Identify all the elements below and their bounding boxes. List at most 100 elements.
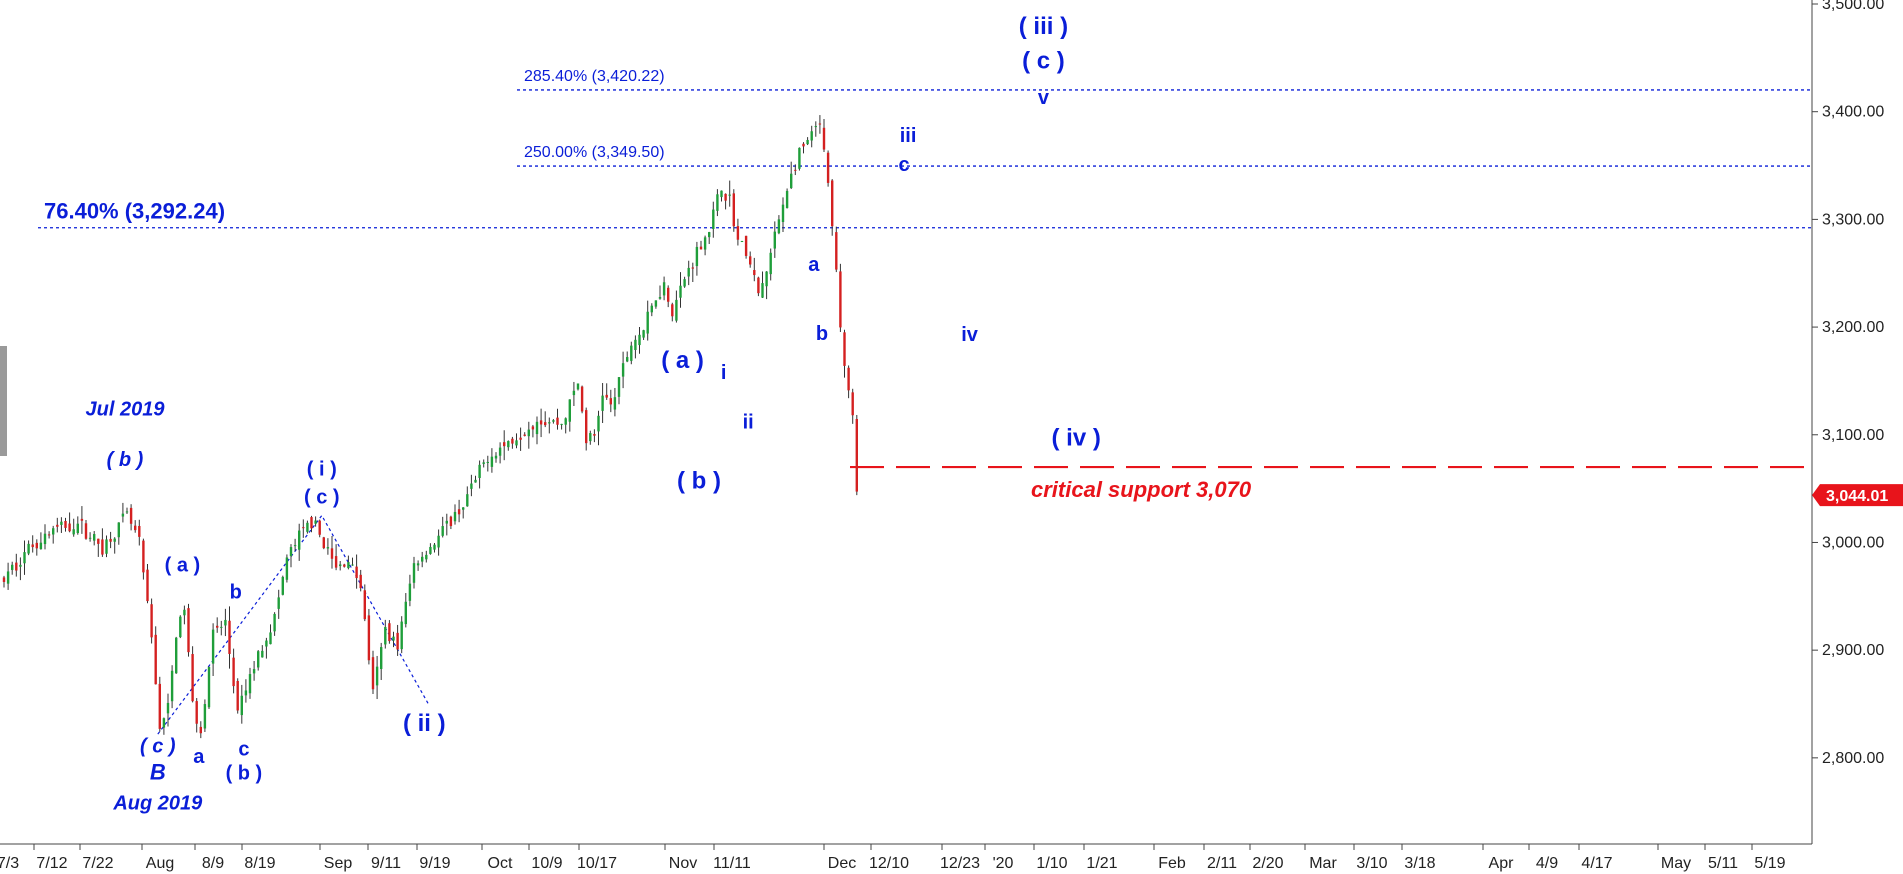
candle-body — [777, 219, 781, 234]
candle-body — [790, 173, 793, 189]
wave-label: ( a ) — [165, 555, 201, 577]
candle-body — [773, 231, 776, 249]
x-tick-label: Mar — [1309, 855, 1337, 872]
candle-body — [248, 674, 252, 694]
candle-body — [576, 383, 580, 390]
candle-body — [757, 277, 760, 294]
wave-label: ( b ) — [677, 468, 721, 495]
candle-body — [408, 583, 412, 601]
candle-body — [572, 390, 576, 396]
candle-body — [429, 546, 432, 554]
candle-body — [31, 544, 34, 548]
x-tick-label: 11/11 — [713, 855, 751, 872]
candle-body — [548, 422, 551, 424]
candle-body — [187, 608, 190, 653]
candle-body — [650, 305, 653, 313]
wave-label: ( c ) — [1022, 48, 1065, 75]
x-tick-label: 7/12 — [36, 855, 67, 872]
candle-body — [568, 399, 571, 422]
candle-body — [498, 447, 502, 456]
candle-body — [138, 526, 141, 537]
candle-body — [224, 619, 227, 626]
candle-body — [310, 517, 313, 529]
candle-body — [216, 625, 219, 628]
candle-body — [855, 419, 858, 492]
wave-label: ( ii ) — [403, 710, 446, 737]
candle-body — [679, 285, 682, 298]
candle-body — [708, 232, 711, 238]
candle-body — [716, 194, 719, 211]
candle-body — [68, 523, 71, 532]
candle-body — [564, 418, 567, 425]
candle-body — [687, 267, 690, 277]
candle-body — [511, 438, 514, 444]
candle-body — [753, 270, 756, 276]
candle-body — [105, 539, 108, 554]
x-tick-label: 8/9 — [202, 855, 224, 872]
wave-label: ( b ) — [226, 762, 263, 784]
candle-body — [494, 455, 498, 459]
x-tick-label: 4/17 — [1581, 855, 1612, 872]
last-price-badge — [1812, 484, 1903, 507]
candle-body — [449, 516, 453, 527]
y-tick-label: 3,000.00 — [1822, 534, 1884, 551]
candle-body — [437, 535, 440, 548]
candle-body — [334, 556, 338, 568]
wave-label: ii — [743, 411, 754, 433]
candle-body — [539, 420, 543, 425]
candle-body — [314, 520, 317, 524]
wave-label: ( c ) — [140, 735, 176, 757]
candle-body — [273, 613, 276, 632]
candle-body — [720, 190, 723, 198]
wave-label: c — [238, 739, 249, 761]
candle-body — [831, 180, 834, 227]
candle-body — [220, 626, 223, 628]
candle-body — [724, 193, 727, 201]
candle-body — [142, 540, 145, 573]
candle-body — [257, 651, 260, 668]
candle-body — [207, 667, 211, 708]
candle-body — [11, 564, 14, 570]
candle-body — [236, 680, 239, 711]
candle-body — [93, 534, 96, 541]
candle-body — [289, 547, 293, 557]
y-tick-label: 3,300.00 — [1822, 211, 1884, 228]
critical-support-label: critical support 3,070 — [1031, 477, 1252, 502]
candle-body — [359, 574, 362, 589]
wave-label: v — [1038, 87, 1050, 109]
candle-body — [281, 576, 284, 595]
candle-body — [302, 527, 305, 529]
candle-body — [646, 311, 649, 334]
candle-body — [822, 127, 826, 150]
candle-body — [285, 557, 289, 580]
candle-body — [474, 479, 477, 483]
candle-body — [605, 394, 608, 398]
candle-body — [642, 330, 645, 338]
candle-body — [478, 464, 481, 478]
candle-body — [839, 271, 842, 328]
candle-body — [667, 287, 670, 302]
x-tick-label: 5/19 — [1754, 855, 1785, 872]
candle-body — [794, 169, 797, 171]
x-tick-label: 12/10 — [869, 855, 909, 872]
candle-body — [621, 363, 625, 377]
candle-body — [293, 545, 297, 547]
candle-body — [269, 632, 272, 645]
candle-body — [556, 417, 559, 425]
candle-body — [56, 524, 59, 527]
fib-level-label: 250.00% (3,349.50) — [524, 144, 665, 161]
candle-body — [421, 556, 424, 562]
candle-body — [396, 632, 399, 650]
candle-body — [765, 271, 768, 287]
candle-body — [527, 429, 530, 437]
candle-body — [523, 434, 526, 436]
candle-body — [515, 440, 518, 446]
candle-body — [35, 542, 38, 549]
candle-body — [330, 548, 334, 559]
x-tick-label: Sep — [324, 855, 353, 872]
candle-body — [781, 204, 785, 223]
x-tick-label: May — [1661, 855, 1691, 872]
candle-body — [654, 300, 658, 307]
candle-body — [785, 190, 789, 209]
